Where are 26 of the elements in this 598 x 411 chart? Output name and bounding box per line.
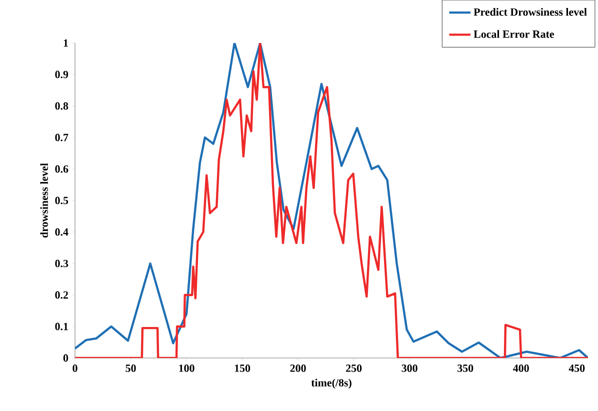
y-tick-label: 0.2: [55, 291, 68, 299]
y-tick-label: 0.8: [55, 102, 68, 110]
x-tick-label: 200: [290, 364, 306, 372]
y-tick-label: 0: [63, 354, 68, 362]
x-tick-label: 250: [346, 364, 362, 372]
x-tick-label: 150: [234, 364, 250, 372]
y-tick-label: 0.3: [55, 260, 68, 268]
y-tick-label: 1: [64, 39, 68, 47]
x-tick-label: 450: [568, 364, 585, 372]
x-axis-title: time(/8s): [311, 378, 352, 389]
line-series: [75, 42, 588, 358]
y-tick-label: 0.6: [55, 165, 68, 173]
x-tick-label: 400: [513, 364, 529, 372]
x-tick-label: 50: [126, 364, 136, 372]
legend-label: Predict Drowsiness level: [474, 8, 587, 16]
y-tick-label: 0.5: [55, 196, 68, 204]
x-tick-label: 100: [179, 364, 194, 372]
y-tick-label: 0.9: [55, 70, 68, 78]
y-axis-title: drowsiness level: [40, 163, 48, 238]
y-tick-label: 0.1: [55, 322, 68, 330]
x-tick-label: 300: [402, 364, 418, 372]
y-tick-label: 0.7: [55, 134, 68, 142]
x-tick-label: 0: [72, 364, 78, 372]
legend-label: Local Error Rate: [474, 30, 554, 38]
x-tick-label: 350: [458, 364, 474, 372]
y-tick-label: 0.4: [55, 228, 68, 236]
